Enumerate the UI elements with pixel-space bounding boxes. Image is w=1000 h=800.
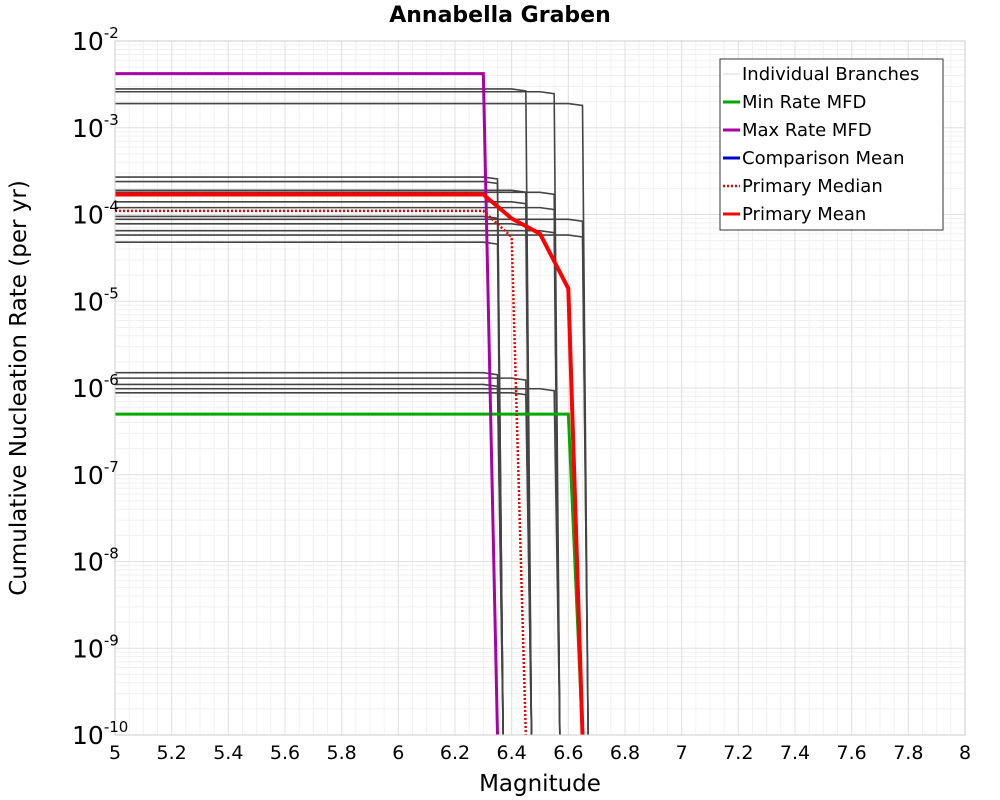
- plot-area: [114, 40, 966, 736]
- x-axis-label: Magnitude: [479, 771, 601, 797]
- x-tick-label: 7.6: [837, 742, 867, 764]
- y-tick-label: 10-5: [72, 284, 119, 316]
- legend: Individual Branches Min Rate MFD Max Rate …: [719, 58, 944, 231]
- y-tick-label: 10-7: [72, 458, 119, 490]
- x-tick-label: 5.4: [213, 742, 243, 764]
- plot-border: [114, 40, 966, 736]
- y-tick-label: 10-2: [72, 24, 119, 56]
- x-tick-label: 5: [109, 742, 121, 764]
- x-tick-label: 6.6: [553, 742, 583, 764]
- x-tick-label: 6.8: [610, 742, 640, 764]
- x-tick-label: 7.8: [893, 742, 923, 764]
- series-max-rate-mfd: [115, 72, 499, 736]
- y-tick-label: 10-6: [72, 371, 119, 403]
- y-tick-label: 10-8: [72, 545, 119, 577]
- y-tick-label: 10-4: [72, 198, 119, 230]
- branch-line: [115, 241, 504, 736]
- legend-item-label: Primary Median: [742, 176, 883, 197]
- branch-line: [115, 392, 533, 736]
- x-tick-label: 6: [392, 742, 404, 764]
- branch-line: [115, 234, 589, 736]
- x-tick-label: 7: [676, 742, 688, 764]
- y-tick-label: 10-10: [72, 718, 128, 750]
- x-tick-label: 7.4: [780, 742, 810, 764]
- x-tick-label: 5.8: [327, 742, 357, 764]
- chart-title: Annabella Graben: [389, 3, 611, 28]
- series-primary-mean: [115, 192, 585, 736]
- series-primary-median: [115, 209, 528, 736]
- branch-line: [115, 387, 561, 736]
- x-tick-label: 5.6: [270, 742, 300, 764]
- legend-item-label: Comparison Mean: [742, 148, 905, 169]
- legend-item-label: Individual Branches: [742, 64, 919, 85]
- legend-item-label: Max Rate MFD: [742, 120, 872, 141]
- x-tick-label: 7.2: [723, 742, 753, 764]
- branch-line: [115, 223, 533, 736]
- y-axis-label: Cumulative Nucleation Rate (per yr): [6, 180, 32, 596]
- legend-box: [719, 58, 944, 231]
- x-tick-label: 5.2: [157, 742, 187, 764]
- y-tick-label: 10-9: [72, 631, 119, 663]
- legend-item-label: Min Rate MFD: [742, 92, 866, 113]
- y-axis-ticks: 10-2 10-3 10-4 10-5 10-6 10-7 10-8 10-9 10-10: [72, 24, 128, 750]
- legend-item-label: Primary Mean: [742, 204, 866, 225]
- x-tick-label: 8: [959, 742, 971, 764]
- y-tick-label: 10-3: [72, 111, 119, 143]
- branch-line: [115, 229, 561, 736]
- x-tick-label: 6.4: [497, 742, 527, 764]
- x-axis-ticks: 5 5.2 5.4 5.6 5.8 6 6.2 6.4 6.6 6.8 7 7.2 7.4 7.6 7.8 8: [109, 742, 971, 764]
- x-tick-label: 6.2: [440, 742, 470, 764]
